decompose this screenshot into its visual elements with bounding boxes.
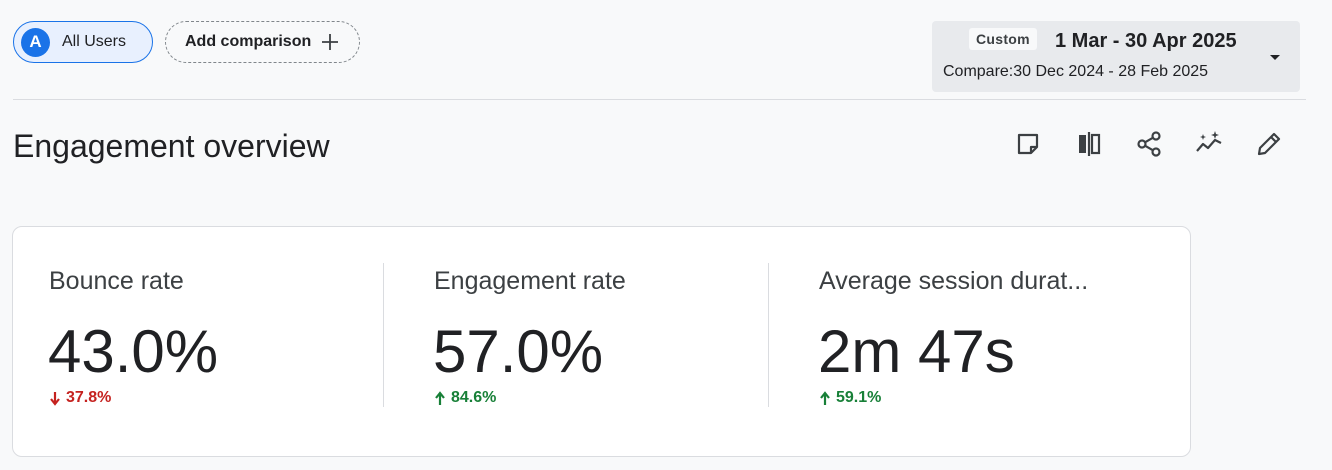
- metric-label: Average session durat...: [819, 267, 1089, 295]
- date-range-picker[interactable]: Custom 1 Mar - 30 Apr 2025 Compare:30 De…: [932, 21, 1300, 92]
- metric-change: 59.1%: [819, 389, 881, 407]
- metric-value: 43.0%: [48, 318, 219, 385]
- metric-label: Engagement rate: [434, 267, 626, 295]
- date-preset-tag: Custom: [969, 28, 1037, 50]
- segment-avatar: A: [21, 27, 50, 57]
- metric-bounce-rate[interactable]: Bounce rate 43.0% 37.8%: [13, 227, 383, 456]
- metrics-card: Bounce rate 43.0% 37.8% Engagement rate …: [12, 226, 1191, 457]
- add-comparison-button[interactable]: Add comparison: [165, 21, 360, 63]
- header-divider: [13, 99, 1306, 100]
- compare-range-text: Compare:30 Dec 2024 - 28 Feb 2025: [943, 63, 1209, 80]
- metric-engagement-rate[interactable]: Engagement rate 57.0% 84.6%: [398, 227, 768, 456]
- plus-icon: [322, 34, 339, 50]
- metric-divider: [383, 263, 384, 407]
- metric-divider: [768, 263, 769, 407]
- metric-value: 57.0%: [433, 318, 604, 385]
- arrow-up-icon: [820, 390, 830, 405]
- metric-change-value: 59.1%: [836, 389, 882, 406]
- all-users-label: All Users: [62, 33, 127, 50]
- insights-icon: [1196, 131, 1222, 152]
- arrow-up-icon: [435, 390, 445, 405]
- edit-button[interactable]: [1249, 124, 1289, 164]
- edit-icon: [1257, 132, 1281, 156]
- arrow-down-icon: [50, 391, 60, 406]
- share-icon: [1137, 131, 1161, 157]
- compare-columns-button[interactable]: [1069, 124, 1109, 164]
- all-users-chip[interactable]: A All Users: [13, 21, 153, 63]
- share-button[interactable]: [1129, 124, 1169, 164]
- metric-change: 84.6%: [434, 389, 496, 407]
- metric-value: 2m 47s: [818, 318, 1015, 385]
- metric-change: 37.8%: [49, 389, 111, 407]
- compare-columns-icon: [1079, 132, 1101, 156]
- dropdown-caret-icon[interactable]: [1268, 52, 1282, 62]
- note-icon: [1017, 133, 1039, 155]
- add-comparison-label: Add comparison: [185, 33, 312, 50]
- date-range-text: 1 Mar - 30 Apr 2025: [1055, 30, 1237, 52]
- note-button[interactable]: [1008, 124, 1048, 164]
- insights-button[interactable]: [1189, 124, 1229, 164]
- metric-change-value: 37.8%: [66, 389, 112, 406]
- metric-label: Bounce rate: [49, 267, 184, 295]
- metric-change-value: 84.6%: [451, 389, 497, 406]
- metric-average-session-duration[interactable]: Average session durat... 2m 47s 59.1%: [783, 227, 1183, 456]
- page-title: Engagement overview: [13, 128, 330, 164]
